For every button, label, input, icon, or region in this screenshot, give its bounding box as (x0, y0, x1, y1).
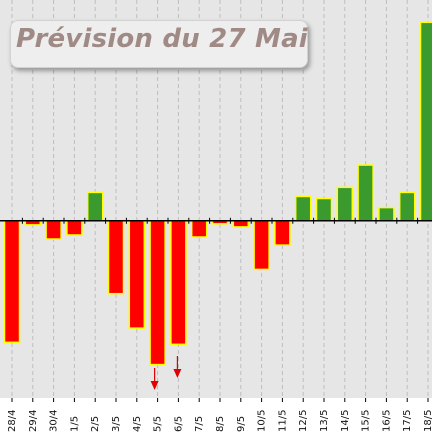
x-tick-label: 11/5 (277, 410, 288, 432)
bar-12/5 (294, 195, 312, 222)
x-tick-label: 17/5 (402, 410, 413, 432)
x-tick-label: 10/5 (257, 410, 268, 432)
bar-16/5 (378, 206, 395, 222)
x-tick-label: 13/5 (319, 410, 330, 432)
x-tick-label: 16/5 (381, 410, 392, 432)
x-tick-label: 5/5 (153, 416, 164, 432)
x-tick-label: 6/5 (173, 416, 184, 432)
bar-5/5 (149, 220, 166, 366)
bar-28/4 (3, 220, 21, 344)
x-tick-label: 18/5 (423, 410, 432, 432)
chart-title: Prévision du 27 Mai (16, 24, 308, 54)
title-panel (10, 20, 308, 68)
x-tick-label: 7/5 (194, 416, 205, 432)
bars-group (3, 21, 432, 366)
x-tick-label: 30/4 (49, 410, 60, 432)
bar-9/5 (232, 220, 250, 228)
x-tick-label: 28/4 (7, 410, 18, 432)
bar-3/5 (107, 220, 125, 295)
axis-ticks (11, 217, 429, 402)
x-tick-label: 2/5 (90, 416, 101, 432)
bar-7/5 (190, 220, 208, 238)
down-arrow-icon (173, 356, 182, 378)
x-tick-label: 1/5 (69, 416, 80, 432)
bar-11/5 (274, 220, 291, 246)
x-tick-label: 3/5 (111, 416, 122, 432)
bar-14/5 (336, 186, 354, 222)
x-tick-label: 14/5 (340, 410, 351, 432)
x-tick-label: 4/5 (132, 416, 143, 432)
bar-30/4 (45, 220, 62, 240)
x-tick-label: 8/5 (215, 416, 226, 432)
bar-6/5 (170, 220, 187, 346)
x-tick-label: 15/5 (361, 410, 372, 432)
x-tick-label: 9/5 (236, 416, 247, 432)
bar-10/5 (253, 220, 270, 271)
event-markers (150, 356, 182, 390)
bar-18/5 (419, 21, 432, 222)
x-tick-labels: 28/4 29/4 30/4 1/5 2/5 3/5 4/5 5/5 6/5 7/5 8/5 9/5 1… (7, 410, 432, 432)
bar-15/5 (357, 164, 374, 222)
bar-4/5 (128, 220, 146, 329)
bar-1/5 (66, 220, 83, 236)
x-tick-label: 29/4 (28, 410, 39, 432)
down-arrow-icon (150, 368, 159, 390)
bar-17/5 (398, 191, 416, 222)
bar-2/5 (86, 191, 104, 222)
x-tick-label: 12/5 (298, 410, 309, 432)
bar-13/5 (315, 197, 333, 222)
